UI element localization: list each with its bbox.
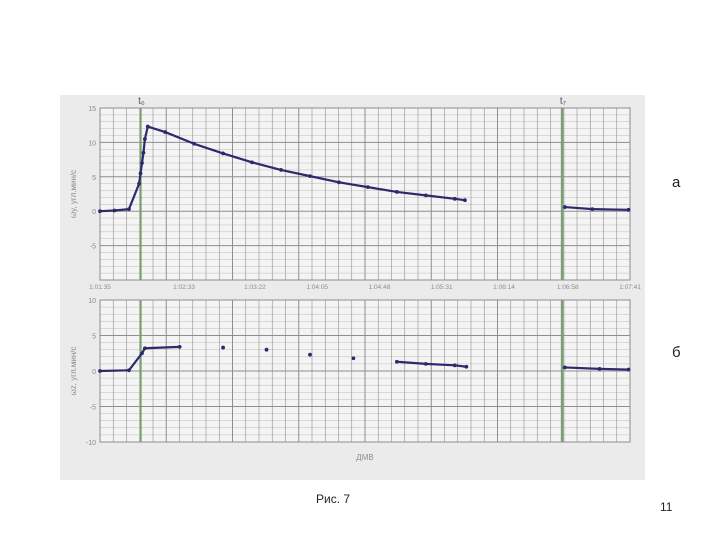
x-tick-label: 1:01:35 <box>89 284 111 291</box>
data-trace <box>308 175 341 184</box>
data-trace <box>453 364 468 368</box>
data-trace <box>127 182 141 211</box>
y-axis-label: ωy, угл.мин/с <box>69 170 78 218</box>
data-trace <box>98 209 116 213</box>
y-tick-label: 15 <box>88 106 96 113</box>
y-tick-label: 10 <box>88 298 96 305</box>
data-point <box>264 347 269 352</box>
y-tick-label: 5 <box>92 334 96 341</box>
data-trace <box>143 345 181 350</box>
x-tick-label: 1:06:14 <box>493 284 515 291</box>
data-trace <box>395 360 427 365</box>
data-trace <box>366 186 398 194</box>
data-trace <box>453 197 467 202</box>
page-number: 11 <box>660 500 673 514</box>
data-trace <box>140 151 145 165</box>
panel-label-a: а <box>672 174 681 191</box>
data-trace <box>98 369 131 373</box>
y-tick-label: -5 <box>90 244 96 251</box>
event-label: t₆ <box>138 96 145 107</box>
event-label: t₇ <box>560 96 567 107</box>
y-tick-label: 0 <box>92 369 96 376</box>
data-trace <box>563 366 601 370</box>
data-trace <box>337 181 369 189</box>
data-trace <box>146 125 167 134</box>
data-trace <box>113 208 131 212</box>
panel-label-b: б <box>672 344 681 361</box>
y-tick-label: 5 <box>92 175 96 182</box>
data-trace <box>279 168 312 178</box>
x-tick-label: 1:02:33 <box>173 284 195 291</box>
data-trace <box>142 137 146 154</box>
x-axis-label: ДМВ <box>356 453 373 462</box>
y-tick-label: 0 <box>92 209 96 216</box>
data-point <box>351 356 356 361</box>
data-trace <box>591 208 630 211</box>
y-tick-label: -10 <box>86 440 96 447</box>
data-trace <box>598 367 630 371</box>
data-trace <box>395 190 427 197</box>
x-tick-label: 1:07:41 <box>619 284 641 291</box>
data-trace <box>250 161 283 172</box>
data-trace <box>193 142 225 155</box>
x-tick-label: 1:04:05 <box>306 284 328 291</box>
x-tick-label: 1:03:22 <box>244 284 266 291</box>
y-tick-label: 10 <box>88 140 96 147</box>
data-point <box>308 352 312 357</box>
data-trace <box>164 130 196 145</box>
data-trace <box>127 352 144 372</box>
data-trace <box>563 205 594 211</box>
data-trace <box>424 194 456 200</box>
y-axis-label: ωz, угл.мин/с <box>69 347 78 396</box>
figure-caption: Рис. 7 <box>316 492 351 506</box>
y-tick-label: -5 <box>90 405 96 412</box>
data-trace <box>424 362 456 367</box>
data-point <box>221 345 225 350</box>
x-tick-label: 1:05:31 <box>431 284 453 291</box>
data-trace <box>143 125 149 141</box>
data-trace <box>221 152 254 164</box>
data-trace <box>137 172 142 185</box>
x-tick-label: 1:04:48 <box>369 284 391 291</box>
data-trace <box>139 161 144 175</box>
x-tick-label: 1:06:58 <box>557 284 579 291</box>
